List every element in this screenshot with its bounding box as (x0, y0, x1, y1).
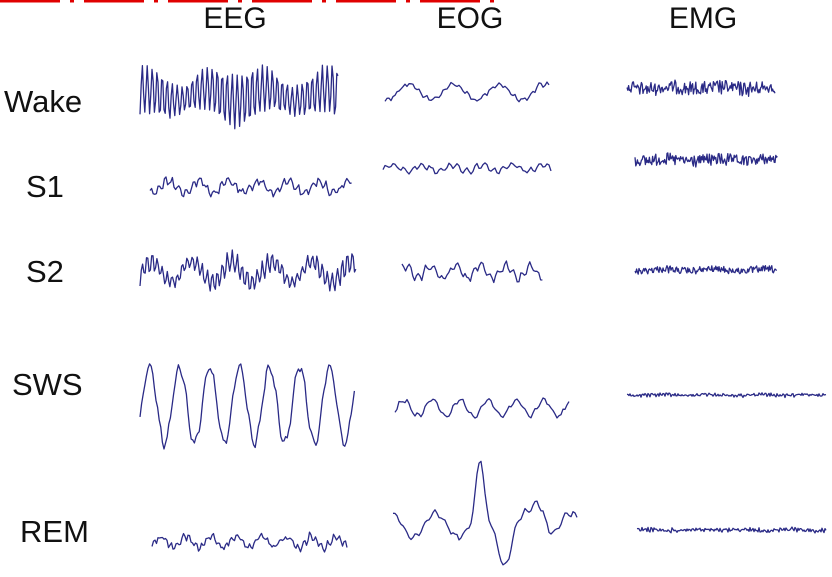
waveform (392, 460, 578, 566)
waveform (139, 64, 339, 130)
waveform (634, 152, 778, 168)
waveform (149, 176, 352, 198)
column-header: EOG (437, 2, 504, 35)
row-label: REM (20, 514, 89, 549)
waveform (394, 397, 570, 419)
row-label: S1 (26, 169, 64, 204)
waveform (382, 162, 552, 175)
column-header: EMG (669, 2, 737, 35)
waveform (634, 265, 778, 275)
waveform (626, 79, 776, 97)
waveform (139, 363, 356, 450)
row-label: SWS (12, 367, 83, 402)
waveform (139, 249, 357, 292)
waveform (384, 81, 550, 103)
waveform (626, 392, 827, 399)
column-header: EEG (203, 2, 266, 35)
row-label: Wake (4, 84, 82, 119)
waveforms (139, 64, 827, 566)
waveform (636, 526, 827, 534)
waveform (151, 531, 348, 553)
row-label: S2 (26, 254, 64, 289)
waveform (401, 260, 543, 284)
